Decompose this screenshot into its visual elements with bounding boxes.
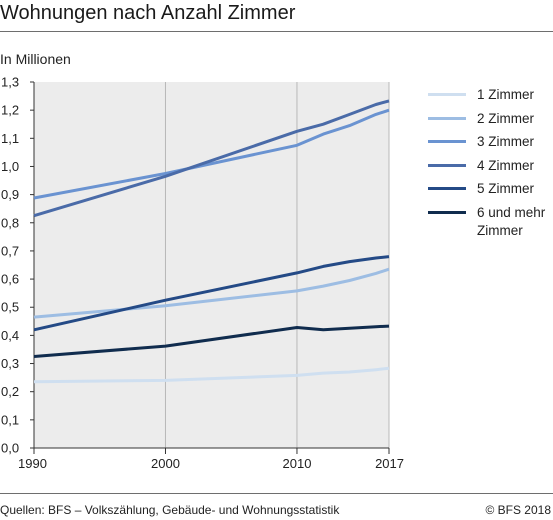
y-tick-label: 0,0 [1, 441, 19, 456]
legend-item: 6 und mehr Zimmer [428, 204, 553, 238]
legend-item: 5 Zimmer [428, 180, 553, 204]
y-tick-label: 0,4 [1, 328, 19, 343]
y-tick-label: 1,0 [1, 159, 19, 174]
legend-swatch [428, 163, 466, 167]
y-tick-label: 1,2 [1, 103, 19, 118]
legend-swatch [428, 93, 466, 96]
series-line-6 [33, 324, 390, 358]
y-tick-label: 0,1 [1, 412, 19, 427]
title-divider [0, 31, 553, 32]
legend-label: 4 Zimmer [477, 157, 534, 173]
source-note: Quellen: BFS – Volkszählung, Gebäude- un… [0, 503, 340, 517]
legend-label: 5 Zimmer [477, 181, 534, 196]
chart-title: Wohnungen nach Anzahl Zimmer [0, 2, 296, 24]
y-tick-label: 0,9 [1, 187, 19, 202]
legend-swatch [428, 116, 466, 120]
legend: 1 Zimmer 2 Zimmer 3 Zimmer 4 Zimmer 5 Zimmer… [428, 86, 553, 238]
y-tick-label: 1,3 [1, 75, 19, 90]
y-tick-label: 0,7 [1, 243, 19, 258]
legend-item: 3 Zimmer [428, 133, 553, 157]
y-tick-label: 0,8 [1, 215, 19, 230]
y-tick-label: 0,5 [1, 300, 19, 315]
copyright-note: © BFS 2018 [485, 503, 551, 517]
x-tick-label: 1990 [18, 456, 47, 471]
legend-label: 6 und mehr Zimmer [477, 204, 546, 238]
x-tick-label: 2010 [283, 456, 312, 471]
legend-label: 3 Zimmer [477, 134, 534, 149]
y-tick-label: 0,6 [1, 272, 19, 287]
series-line-2 [33, 267, 390, 319]
series-line-3 [33, 108, 390, 200]
x-tick-label: 2017 [375, 456, 404, 471]
series-line-1 [33, 366, 390, 384]
x-tick-label: 2000 [151, 456, 180, 471]
footer-divider [0, 493, 553, 494]
series-line-5 [33, 255, 390, 332]
legend-label: 2 Zimmer [477, 110, 534, 126]
legend-item: 1 Zimmer [428, 86, 553, 110]
y-tick-label: 0,3 [1, 356, 19, 371]
legend-item: 4 Zimmer [428, 157, 553, 181]
y-axis-unit-label: In Millionen [0, 51, 71, 67]
legend-swatch [428, 210, 466, 214]
legend-label: 1 Zimmer [477, 87, 534, 102]
legend-item: 2 Zimmer [428, 110, 553, 134]
y-tick-label: 0,2 [1, 384, 19, 399]
series-line-4 [33, 99, 390, 218]
legend-swatch [428, 187, 466, 190]
legend-swatch [428, 140, 466, 143]
y-tick-label: 1,1 [1, 131, 19, 146]
